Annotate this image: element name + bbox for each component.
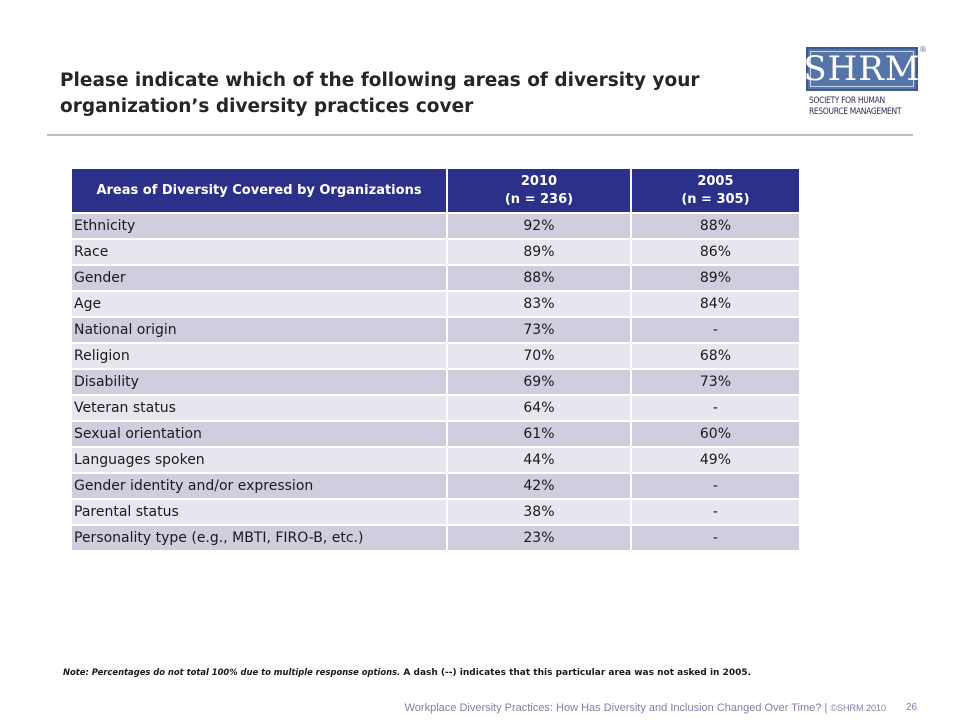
cell-2010: 42% (446, 472, 632, 500)
table-row: Age 83% 84% (69, 290, 802, 318)
header-areas: Areas of Diversity Covered by Organizati… (69, 167, 449, 214)
table-row: Parental status 38% - (69, 498, 802, 526)
cell-area: Race (69, 238, 449, 266)
cell-area: Gender (69, 264, 449, 292)
cell-2010: 89% (446, 238, 632, 266)
footnote-dash: A dash (--) indicates that this particul… (400, 668, 752, 678)
cell-2010: 92% (446, 212, 632, 240)
cell-area: Age (69, 290, 449, 318)
cell-area: Languages spoken (69, 446, 449, 474)
header-2005: 2005 (n = 305) (629, 167, 802, 214)
diversity-areas-table: Areas of Diversity Covered by Organizati… (69, 167, 802, 552)
table-row: Race 89% 86% (69, 238, 802, 266)
table-row: Personality type (e.g., MBTI, FIRO-B, et… (69, 524, 802, 552)
cell-area: Veteran status (69, 394, 449, 422)
header-2005-year: 2005 (697, 173, 734, 189)
cell-2005: - (629, 394, 802, 422)
cell-2005: 49% (629, 446, 802, 474)
cell-2005: 86% (629, 238, 802, 266)
footer: Workplace Diversity Practices: How Has D… (0, 702, 886, 714)
cell-2005: - (629, 472, 802, 500)
logo-subtitle-line1: Society for Human (809, 95, 885, 105)
slide-title: Please indicate which of the following a… (60, 70, 700, 117)
cell-area: National origin (69, 316, 449, 344)
cell-area: Sexual orientation (69, 420, 449, 448)
table-row: Gender identity and/or expression 42% - (69, 472, 802, 500)
table-row: National origin 73% - (69, 316, 802, 344)
header-2005-n: (n = 305) (681, 191, 750, 207)
cell-2005: - (629, 316, 802, 344)
header-2010-n: (n = 236) (504, 191, 574, 207)
table-row: Gender 88% 89% (69, 264, 802, 292)
header-2010-year: 2010 (520, 173, 558, 189)
cell-2005: 88% (629, 212, 802, 240)
cell-2005: - (629, 498, 802, 526)
footer-separator: | (821, 702, 831, 714)
footnote-percentages: Note: Percentages do not total 100% due … (63, 667, 401, 677)
cell-2010: 73% (446, 316, 632, 344)
cell-2005: 60% (629, 420, 802, 448)
footer-title: Workplace Diversity Practices: How Has D… (404, 702, 822, 714)
logo-mark-text: SHRM (803, 49, 921, 89)
table-row: Sexual orientation 61% 60% (69, 420, 802, 448)
cell-area: Personality type (e.g., MBTI, FIRO-B, et… (69, 524, 449, 552)
cell-2010: 70% (446, 342, 632, 370)
cell-2005: 68% (629, 342, 802, 370)
cell-area: Religion (69, 342, 449, 370)
cell-2005: 73% (629, 368, 802, 396)
title-divider (47, 134, 913, 136)
cell-2005: - (629, 524, 802, 552)
cell-2010: 83% (446, 290, 632, 318)
cell-2010: 23% (446, 524, 632, 552)
table-row: Ethnicity 92% 88% (69, 212, 802, 240)
cell-area: Disability (69, 368, 449, 396)
cell-2005: 84% (629, 290, 802, 318)
cell-2010: 69% (446, 368, 632, 396)
cell-2010: 61% (446, 420, 632, 448)
table-row: Religion 70% 68% (69, 342, 802, 370)
shrm-logo: SHRM ® Society for Human Resource Manage… (803, 45, 929, 129)
cell-area: Gender identity and/or expression (69, 472, 449, 500)
cell-area: Ethnicity (69, 212, 449, 240)
table-row: Languages spoken 44% 49% (69, 446, 802, 474)
table-header-row: Areas of Diversity Covered by Organizati… (69, 167, 802, 214)
cell-2005: 89% (629, 264, 802, 292)
cell-2010: 44% (446, 446, 632, 474)
cell-area: Parental status (69, 498, 449, 526)
cell-2010: 64% (446, 394, 632, 422)
table-body: Ethnicity 92% 88% Race 89% 86% Gender 88% 89% Age… (69, 212, 802, 552)
logo-subtitle-line2: Resource Management (809, 106, 902, 116)
page-number: 26 (906, 702, 918, 713)
cell-2010: 38% (446, 498, 632, 526)
footer-copyright: ©SHRM 2010 (830, 703, 886, 713)
table-row: Disability 69% 73% (69, 368, 802, 396)
registered-mark: ® (919, 45, 927, 54)
table-row: Veteran status 64% - (69, 394, 802, 422)
cell-2010: 88% (446, 264, 632, 292)
header-2010: 2010 (n = 236) (446, 167, 632, 214)
logo-mark-box: SHRM (803, 47, 921, 91)
footnote: Note: Percentages do not total 100% due … (63, 667, 923, 678)
logo-subtitle: Society for Human Resource Management (809, 95, 929, 117)
